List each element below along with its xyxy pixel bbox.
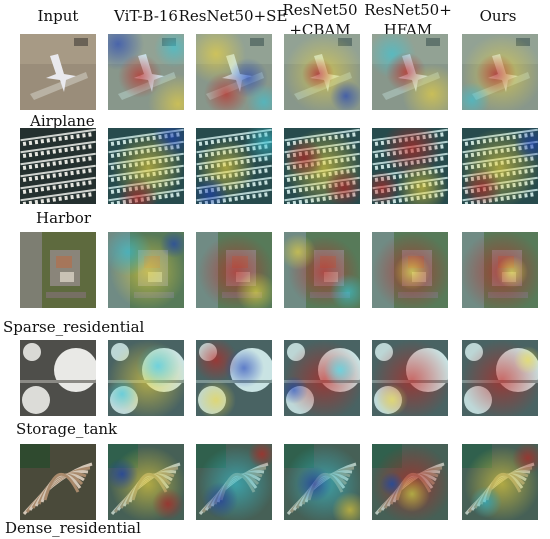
row-label-dense-residential: Dense_residential (5, 519, 141, 537)
column-header-vit: ViT-B-16 (108, 6, 184, 50)
tile-dense-vit (108, 444, 184, 520)
tile-tank-ours (462, 340, 538, 416)
tile-dense-cbam (284, 444, 360, 520)
tile-harbor-se (196, 128, 272, 204)
column-header-input: Input (20, 6, 96, 50)
tile-sparse-se (196, 232, 272, 308)
tile-dense-se (196, 444, 272, 520)
tile-airplane-ours (462, 34, 538, 110)
column-header-ours-line-1: Ours (479, 7, 517, 25)
tile-tank-vit (108, 340, 184, 416)
row-label-storage-tank: Storage_tank (16, 420, 118, 438)
tile-harbor-vit (108, 128, 184, 204)
column-header-input-line-1: Input (37, 7, 79, 25)
column-header-cbam-line-1: ResNet50 (282, 1, 358, 19)
tile-sparse-input (20, 232, 96, 308)
tile-tank-input (20, 340, 96, 416)
tile-harbor-cbam (284, 128, 360, 204)
tile-sparse-cbam (284, 232, 360, 308)
tile-tank-cbam (284, 340, 360, 416)
tile-sparse-hfam (372, 232, 448, 308)
tile-tank-hfam (372, 340, 448, 416)
row-label-harbor: Harbor (36, 209, 91, 227)
tile-airplane-se (196, 34, 272, 110)
tile-dense-ours (462, 444, 538, 520)
tile-harbor-hfam (372, 128, 448, 204)
tile-tank-se (196, 340, 272, 416)
tile-dense-input (20, 444, 96, 520)
tile-dense-hfam (372, 444, 448, 520)
column-header-vit-line-1: ViT-B-16 (114, 7, 178, 25)
row-label-sparse-residential: Sparse_residential (3, 318, 145, 336)
tile-airplane-input (20, 34, 96, 110)
column-header-se: ResNet50+SE (179, 6, 288, 50)
tile-sparse-vit (108, 232, 184, 308)
row-label-airplane: Airplane (30, 112, 95, 130)
tile-airplane-hfam (372, 34, 448, 110)
column-header-se-line-1: ResNet50+SE (178, 7, 288, 25)
column-header-hfam-line-1: ResNet50+ (364, 1, 452, 19)
column-header-ours: Ours (460, 6, 536, 50)
tile-sparse-ours (462, 232, 538, 308)
tile-harbor-ours (462, 128, 538, 204)
tile-harbor-input (20, 128, 96, 204)
tile-airplane-cbam (284, 34, 360, 110)
tile-airplane-vit (108, 34, 184, 110)
